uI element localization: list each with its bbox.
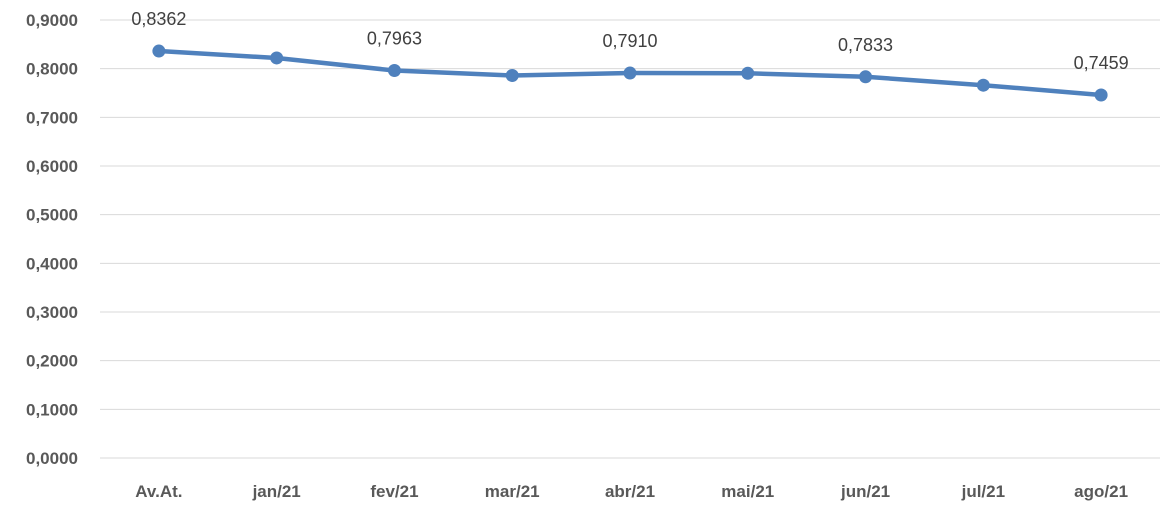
y-tick-label: 0,2000	[26, 352, 78, 371]
series	[152, 45, 1107, 102]
data-label: 0,7963	[367, 28, 422, 48]
y-tick-label: 0,6000	[26, 157, 78, 176]
x-tick-label: mai/21	[721, 482, 774, 501]
x-tick-label: fev/21	[370, 482, 418, 501]
data-point	[506, 69, 519, 82]
data-point	[859, 70, 872, 83]
y-tick-label: 0,7000	[26, 108, 78, 127]
data-labels: 0,8362 0,7963 0,7910 0,7833 0,7459	[131, 9, 1128, 73]
x-tick-label: jan/21	[252, 482, 301, 501]
x-tick-label: mar/21	[485, 482, 540, 501]
data-point	[388, 64, 401, 77]
y-tick-label: 0,1000	[26, 400, 78, 419]
y-axis-tick-labels: 0,0000 0,1000 0,2000 0,3000 0,4000 0,5000 0,60…	[26, 11, 78, 468]
data-label: 0,7833	[838, 35, 893, 55]
data-point	[152, 45, 165, 58]
y-tick-label: 0,0000	[26, 449, 78, 468]
data-label: 0,8362	[131, 9, 186, 29]
y-tick-label: 0,9000	[26, 11, 78, 30]
data-point	[624, 67, 637, 80]
data-point	[977, 79, 990, 92]
x-tick-label: abr/21	[605, 482, 655, 501]
y-tick-label: 0,8000	[26, 60, 78, 79]
data-point	[1095, 88, 1108, 101]
x-tick-label: jun/21	[840, 482, 890, 501]
data-label: 0,7910	[602, 31, 657, 51]
x-tick-label: Av.At.	[135, 482, 182, 501]
x-tick-label: jul/21	[961, 482, 1005, 501]
data-point	[741, 67, 754, 80]
x-axis-tick-labels: Av.At. jan/21 fev/21 mar/21 abr/21 mai/21 jun/…	[135, 482, 1128, 501]
x-tick-label: ago/21	[1074, 482, 1128, 501]
data-label: 0,7459	[1074, 53, 1129, 73]
y-tick-label: 0,3000	[26, 303, 78, 322]
y-tick-label: 0,5000	[26, 206, 78, 225]
y-tick-label: 0,4000	[26, 254, 78, 273]
data-point	[270, 51, 283, 64]
